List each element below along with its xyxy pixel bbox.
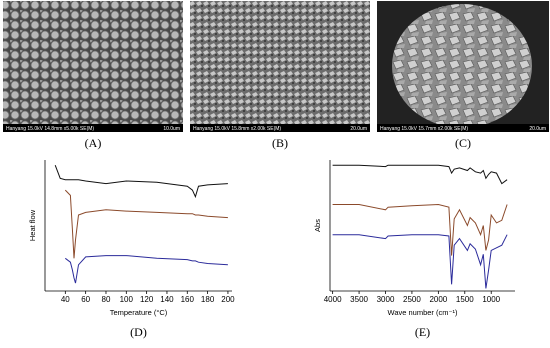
x-tick-label: 1000 [482,295,500,304]
info-bar [3,124,183,132]
x-axis-label: Temperature (°C) [110,308,168,317]
panel-label: (B) [272,136,288,150]
sem-scale: 10.0um [163,126,180,132]
data-line [64,255,228,284]
sem-info: Hanyang 15.0kV 14.8mm x5.00k SE(M) [6,126,94,132]
sem-scale: 20.0um [529,126,546,132]
sem-image [190,1,370,132]
sem-image [3,1,183,132]
panel-label: (E) [415,325,430,339]
data-line [332,234,508,289]
x-tick-label: 80 [102,295,111,304]
info-bar [377,124,549,132]
x-tick-label: 100 [120,295,134,304]
x-tick-label: 140 [160,295,174,304]
panel-label: (D) [130,325,147,339]
data-line [64,189,228,259]
x-tick-label: 3500 [350,295,368,304]
panel-label: (C) [455,136,471,150]
data-line [54,165,228,199]
x-tick-label: 2000 [429,295,447,304]
x-tick-label: 4000 [324,295,342,304]
data-line [332,203,508,256]
y-axis-label: Heat flow [28,209,37,241]
info-bar [190,124,370,132]
x-tick-label: 60 [81,295,90,304]
y-axis-label: Abs [313,219,322,232]
sem-info: Hanyang 15.0kV 15.8mm x2.00k SE(M) [193,126,281,132]
sem-particle [392,4,532,128]
x-tick-label: 1500 [456,295,474,304]
sem-info: Hanyang 15.0kV 15.7mm x2.00k SE(M) [380,126,468,132]
x-tick-label: 40 [61,295,70,304]
x-tick-label: 200 [221,295,235,304]
x-axis-label: Wave number (cm⁻¹) [388,308,458,317]
sem-scale: 20.0um [350,126,367,132]
x-tick-label: 160 [181,295,195,304]
x-tick-label: 180 [201,295,215,304]
x-tick-label: 120 [140,295,154,304]
x-tick-label: 2500 [403,295,421,304]
panel-label: (A) [85,136,102,150]
data-line [332,164,508,185]
x-tick-label: 3000 [377,295,395,304]
